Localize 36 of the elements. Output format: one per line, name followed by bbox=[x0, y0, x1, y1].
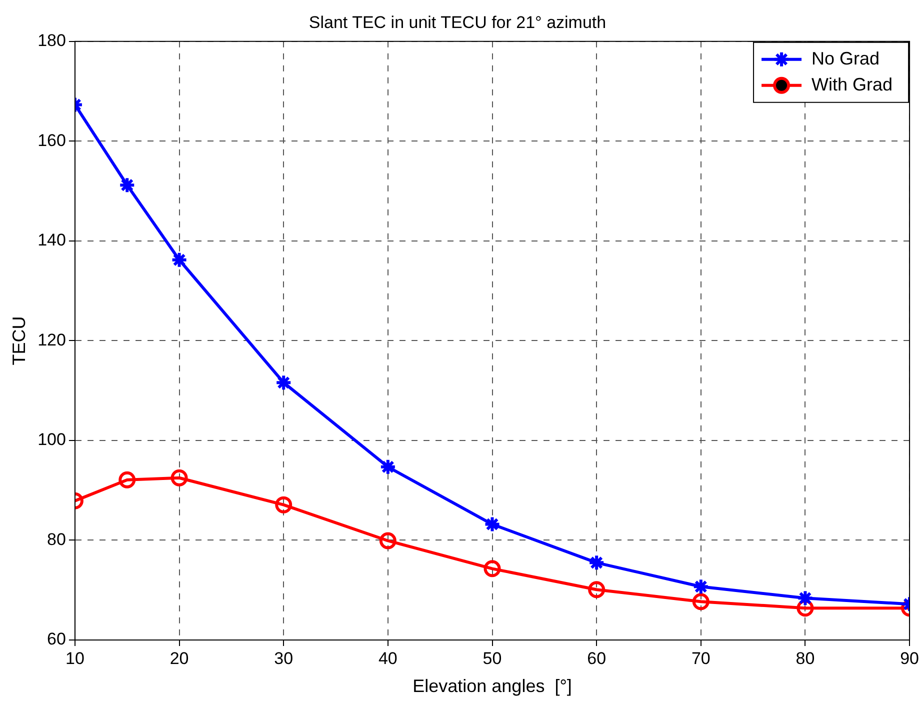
point bbox=[170, 251, 188, 268]
y-axis-title: TECU bbox=[8, 316, 29, 366]
y-tick-label: 160 bbox=[38, 130, 66, 150]
y-tick-label: 140 bbox=[38, 230, 66, 250]
point bbox=[170, 469, 188, 486]
x-tick-label: 20 bbox=[170, 648, 189, 668]
point bbox=[692, 593, 710, 610]
point bbox=[379, 532, 396, 550]
point bbox=[118, 471, 136, 488]
point bbox=[588, 554, 606, 572]
x-tick-label: 40 bbox=[378, 648, 398, 668]
point bbox=[588, 581, 606, 598]
y-tick-label: 100 bbox=[38, 430, 66, 450]
legend-label: No Grad bbox=[812, 48, 880, 68]
point bbox=[692, 578, 710, 596]
x-tick-label: 10 bbox=[66, 648, 84, 668]
y-tick-label: 60 bbox=[47, 630, 66, 649]
x-tick-label: 30 bbox=[274, 648, 294, 668]
y-tick-label: 180 bbox=[38, 31, 66, 50]
point bbox=[796, 590, 814, 607]
x-tick-label: 60 bbox=[587, 648, 606, 668]
x-axis-title: Elevation angles [°] bbox=[412, 676, 572, 696]
y-tick-label: 120 bbox=[38, 330, 66, 350]
point bbox=[484, 560, 501, 578]
x-tick-label: 50 bbox=[482, 648, 502, 668]
point bbox=[484, 516, 501, 533]
legend-label: With Grad bbox=[812, 74, 893, 94]
y-tick-label: 80 bbox=[47, 530, 66, 549]
point bbox=[275, 374, 292, 392]
point bbox=[118, 176, 136, 194]
x-tick-label: 70 bbox=[691, 648, 710, 668]
x-tick-label: 80 bbox=[796, 648, 815, 668]
point bbox=[379, 458, 396, 476]
x-tick-label: 90 bbox=[900, 648, 920, 668]
point bbox=[275, 496, 292, 514]
chart-title: Slant TEC in unit TECU for 21° azimuth bbox=[308, 12, 606, 32]
